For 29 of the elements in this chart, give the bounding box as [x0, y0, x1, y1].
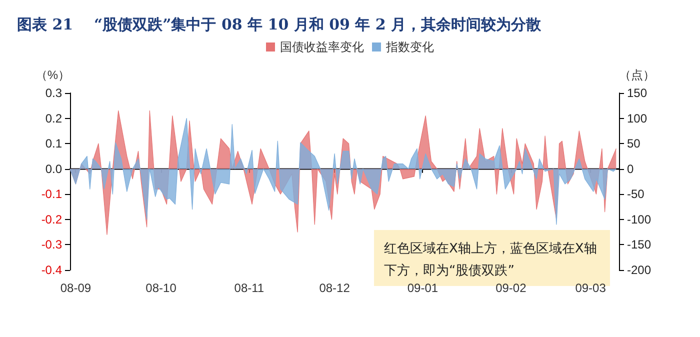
y-tick-label: 0.1 [45, 136, 62, 151]
y2-tick-label: -150 [627, 238, 652, 252]
y2-axis-title: （点） [619, 68, 655, 82]
y2-tick-label: -50 [627, 187, 645, 202]
x-tick-label: 08-10 [146, 281, 177, 295]
y-tick-label: -0.1 [41, 187, 62, 202]
y-tick-label: -0.2 [41, 212, 62, 226]
annotation: 红色区域在X轴上方，蓝色区域在X轴下方，即为“股债双跌” [384, 240, 597, 278]
y-tick-label: 0.2 [45, 111, 62, 126]
x-tick-label: 09-02 [496, 281, 527, 295]
y-tick-label: -0.4 [41, 263, 62, 277]
y2-tick-label: 50 [627, 136, 641, 151]
x-tick-label: 09-01 [407, 281, 438, 295]
y2-tick-label: -200 [627, 263, 652, 277]
x-tick-label: 08-12 [319, 281, 350, 295]
y2-tick-label: 100 [627, 111, 648, 126]
y2-tick-label: 0 [627, 162, 634, 176]
y-tick-label: 0.3 [45, 86, 62, 100]
y2-tick-label: 150 [627, 86, 648, 100]
legend-label: 指数变化 [385, 40, 434, 54]
y-tick-label: -0.3 [41, 238, 62, 252]
chart-title: 图表 21 “股债双跌”集中于 08 年 10 月和 09 年 2 月，其余时间较为分散 [17, 16, 542, 34]
y-axis-title: （%） [35, 68, 70, 82]
legend-label: 国债收益率变化 [280, 40, 364, 54]
y-tick-label: 0.0 [45, 162, 62, 176]
x-tick-label: 09-03 [575, 281, 606, 295]
x-tick-label: 08-09 [60, 281, 92, 295]
x-tick-label: 08-11 [234, 281, 264, 295]
y2-tick-label: -100 [627, 212, 652, 226]
